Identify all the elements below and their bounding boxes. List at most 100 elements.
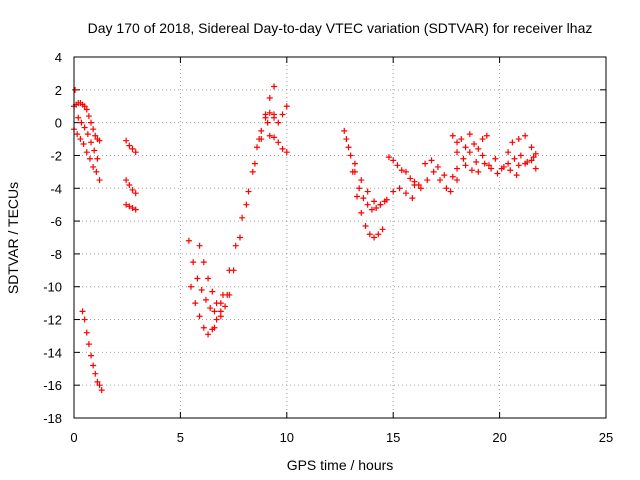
data-point: [85, 341, 92, 348]
data-point: [454, 149, 461, 156]
data-point: [494, 170, 501, 177]
data-point: [434, 163, 441, 170]
data-point: [341, 127, 348, 134]
data-point: [222, 303, 229, 310]
data-point: [190, 259, 197, 266]
data-point: [88, 352, 95, 359]
data-point: [364, 201, 371, 208]
data-point: [132, 149, 139, 156]
data-point: [351, 160, 358, 167]
series-arc-a: [71, 99, 103, 144]
data-point: [481, 160, 488, 167]
data-point: [462, 144, 469, 151]
data-point: [347, 152, 354, 159]
data-point: [96, 382, 103, 389]
data-point: [88, 139, 95, 146]
data-point: [475, 145, 482, 152]
data-point: [402, 190, 409, 197]
data-point: [77, 136, 84, 143]
series-arc-q: [351, 160, 416, 208]
data-point: [462, 162, 469, 169]
data-point: [81, 316, 88, 323]
data-point: [72, 86, 79, 93]
data-point: [243, 201, 250, 208]
data-point: [262, 114, 269, 121]
data-point: [390, 157, 397, 164]
data-points: [71, 83, 539, 394]
data-point: [371, 198, 378, 205]
data-point: [123, 201, 130, 208]
data-point: [366, 231, 373, 238]
series-arc-j: [196, 242, 233, 315]
data-point: [275, 139, 282, 146]
data-point: [430, 168, 437, 175]
data-point: [358, 177, 365, 184]
data-point: [402, 168, 409, 175]
data-point: [196, 242, 203, 249]
data-point: [98, 387, 105, 394]
y-tick-label: 0: [55, 116, 62, 131]
data-point: [407, 175, 414, 182]
data-point: [517, 152, 524, 159]
data-point: [364, 188, 371, 195]
data-point: [441, 172, 448, 179]
data-point: [126, 181, 133, 188]
data-point: [375, 231, 382, 238]
series-arc-c: [75, 114, 101, 162]
data-point: [129, 145, 136, 152]
data-point: [488, 165, 495, 172]
data-point: [373, 204, 380, 211]
data-point: [211, 324, 218, 331]
data-point: [249, 168, 256, 175]
data-point: [200, 324, 207, 331]
data-point: [266, 109, 273, 116]
series-arc-i: [188, 283, 224, 338]
data-point: [394, 162, 401, 169]
data-point: [532, 150, 539, 157]
data-point: [232, 242, 239, 249]
data-point: [377, 201, 384, 208]
data-point: [126, 142, 133, 149]
data-point: [345, 144, 352, 151]
data-point: [443, 185, 450, 192]
axis-ticks: 0 5 10 15 20 25 -18 -16 -14 -12 -10 -8 -6 -4 -2 0 2 4: [43, 50, 613, 445]
data-point: [226, 267, 233, 274]
data-point: [85, 113, 92, 120]
data-point: [507, 167, 514, 174]
data-point: [368, 206, 375, 213]
data-point: [511, 155, 518, 162]
data-point: [409, 195, 416, 202]
data-point: [78, 119, 85, 126]
data-point: [275, 119, 282, 126]
data-point: [383, 196, 390, 203]
series-arc-z: [515, 150, 539, 169]
data-point: [92, 370, 99, 377]
data-point: [271, 83, 278, 90]
data-point: [473, 159, 480, 166]
y-tick-label: -6: [50, 214, 62, 229]
data-point: [93, 168, 100, 175]
data-point: [94, 155, 101, 162]
data-point: [217, 313, 224, 320]
data-point: [90, 163, 97, 170]
data-point: [196, 313, 203, 320]
data-point: [202, 296, 209, 303]
data-point: [90, 126, 97, 133]
data-point: [513, 172, 520, 179]
data-point: [254, 144, 261, 151]
data-point: [205, 331, 212, 338]
data-point: [371, 234, 378, 241]
data-point: [266, 132, 273, 139]
data-point: [239, 214, 246, 221]
chart-title: Day 170 of 2018, Sidereal Day-to-day VTE…: [88, 20, 593, 36]
data-point: [447, 188, 454, 195]
data-point: [96, 177, 103, 184]
data-point: [522, 160, 529, 167]
data-point: [91, 147, 98, 154]
series-arc-h: [185, 237, 218, 315]
data-point: [258, 127, 265, 134]
data-point: [200, 259, 207, 266]
data-point: [251, 160, 258, 167]
data-point: [483, 132, 490, 139]
